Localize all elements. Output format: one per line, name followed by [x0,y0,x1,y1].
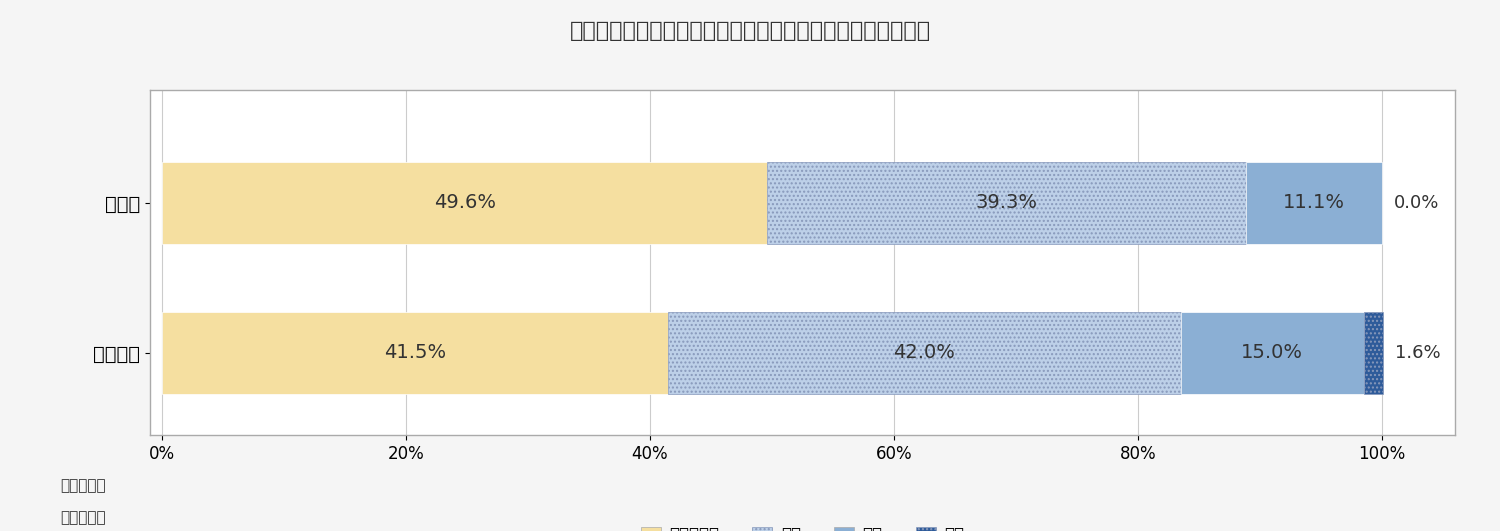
Bar [162,161,766,244]
Text: 49.6%: 49.6% [433,193,495,212]
Text: （資料）同: （資料）同 [60,510,105,525]
Bar [1246,161,1382,244]
Text: 39.3%: 39.3% [976,193,1038,212]
Text: 15.0%: 15.0% [1240,344,1304,362]
Text: 図表２　管理職を務める中高年女性の配偶関係別の構成割合: 図表２ 管理職を務める中高年女性の配偶関係別の構成割合 [570,21,930,41]
Bar [162,312,669,394]
Text: 1.6%: 1.6% [1395,344,1441,362]
Text: 0.0%: 0.0% [1394,194,1440,212]
Text: （備考）同: （備考）同 [60,478,105,493]
Bar [669,312,1180,394]
Text: 41.5%: 41.5% [384,344,447,362]
Text: 42.0%: 42.0% [894,344,956,362]
Text: 11.1%: 11.1% [1282,193,1346,212]
Legend: 配偶者あり, 未婚, 離別, 死別: 配偶者あり, 未婚, 離別, 死別 [634,520,970,531]
Bar [1180,312,1364,394]
Bar [1364,312,1383,394]
Bar [766,161,1246,244]
